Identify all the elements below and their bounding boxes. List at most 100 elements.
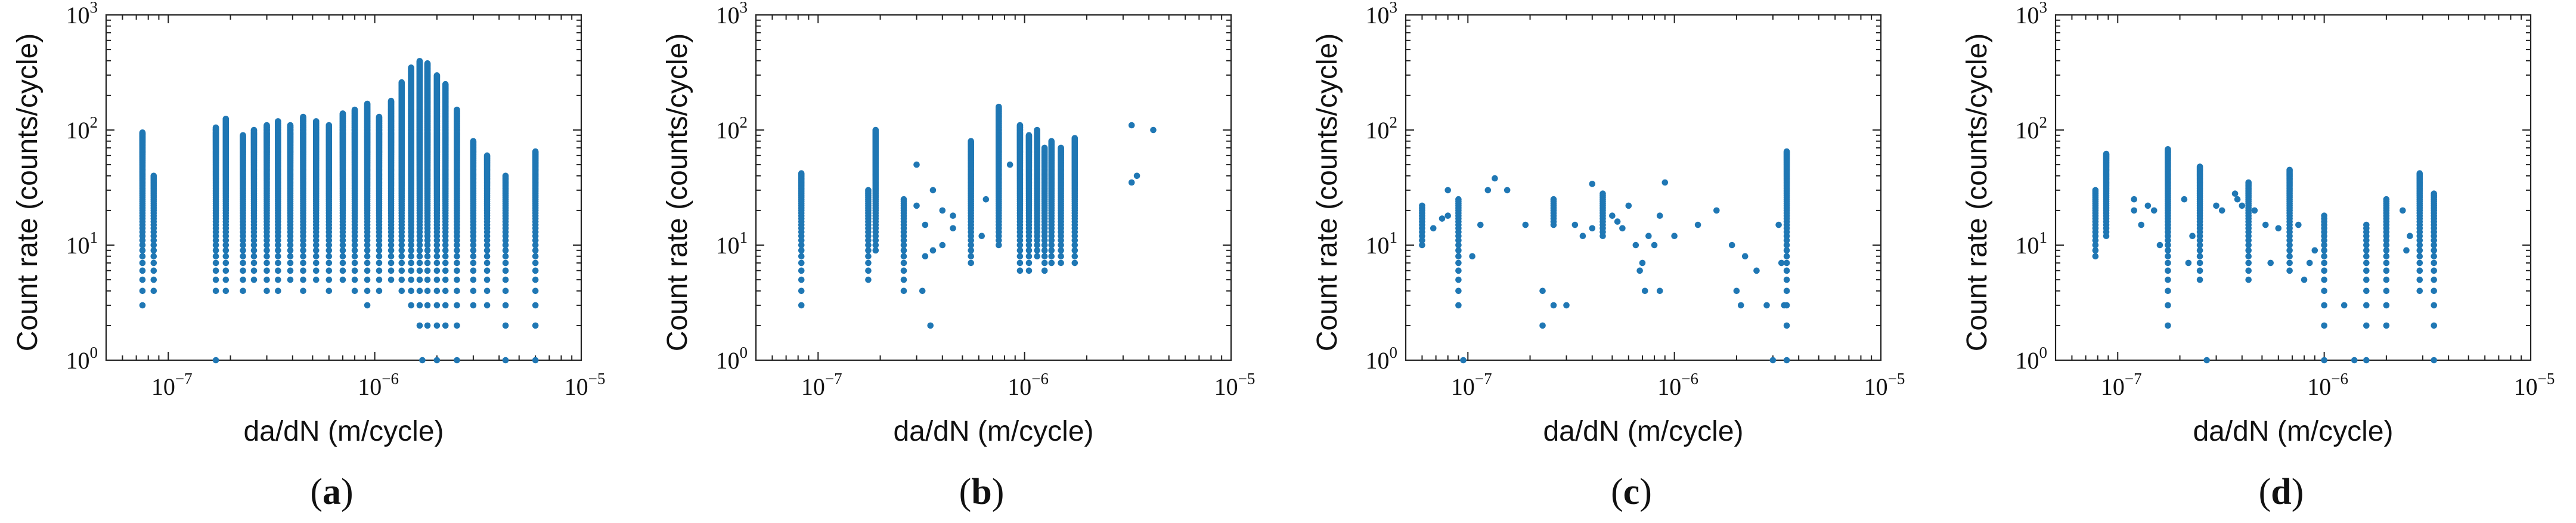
data-point	[212, 287, 219, 295]
data-point	[1694, 221, 1701, 228]
data-point	[376, 237, 383, 244]
data-point	[287, 242, 294, 249]
data-point	[1550, 196, 1557, 203]
data-point	[442, 302, 449, 309]
data-point	[150, 242, 157, 249]
data-point	[326, 267, 333, 274]
data-point	[339, 276, 346, 283]
data-point	[240, 242, 246, 249]
data-point	[1058, 253, 1064, 260]
data-point	[408, 253, 414, 260]
data-point	[433, 259, 441, 267]
data-point	[454, 302, 460, 309]
data-point	[532, 237, 539, 244]
data-point	[1444, 212, 1452, 219]
data-point	[264, 237, 270, 244]
data-point	[1625, 202, 1632, 209]
data-point	[865, 259, 872, 267]
data-point	[416, 302, 423, 309]
data-point	[454, 237, 460, 244]
data-point	[1041, 267, 1048, 274]
y-tick-label: 103	[716, 0, 748, 29]
data-point	[364, 100, 371, 107]
data-point	[1041, 242, 1048, 249]
data-point	[150, 247, 157, 254]
data-point	[408, 287, 414, 295]
data-point	[275, 259, 281, 267]
data-point	[351, 242, 358, 249]
scatter-series	[798, 103, 1157, 329]
data-point	[1058, 242, 1064, 249]
data-point	[150, 253, 157, 260]
data-point	[1783, 267, 1790, 274]
data-point	[240, 259, 246, 267]
data-point	[300, 259, 306, 267]
data-point	[865, 242, 872, 249]
y-tick-label: 103	[2016, 0, 2048, 29]
data-point	[483, 247, 491, 254]
data-point	[424, 247, 431, 254]
data-point	[913, 161, 920, 168]
data-point	[968, 247, 975, 254]
data-point	[1034, 253, 1040, 260]
data-point	[150, 276, 157, 283]
data-point	[1016, 259, 1024, 267]
data-point	[339, 259, 346, 267]
data-point	[339, 237, 346, 244]
data-point	[1571, 221, 1579, 228]
data-point	[1025, 253, 1033, 260]
data-point	[416, 237, 423, 244]
data-point	[1656, 287, 1663, 295]
data-point	[312, 253, 320, 260]
data-point	[222, 259, 230, 267]
data-point	[408, 242, 414, 249]
data-point	[408, 237, 414, 244]
y-tick-label: 100	[2016, 343, 2048, 374]
data-point	[250, 259, 258, 267]
data-point	[798, 276, 805, 283]
data-point	[1071, 259, 1078, 267]
data-point	[929, 187, 937, 194]
data-point	[398, 242, 405, 249]
data-point	[1133, 172, 1140, 180]
data-point	[264, 253, 270, 260]
y-tick-label: 100	[716, 343, 748, 374]
data-point	[398, 267, 405, 274]
data-point	[900, 196, 907, 203]
data-point	[865, 247, 872, 254]
data-point	[798, 259, 805, 267]
data-point	[454, 253, 460, 260]
data-point	[1034, 237, 1040, 244]
data-point	[1579, 233, 1586, 240]
data-point	[1016, 247, 1024, 254]
data-point	[351, 287, 358, 295]
data-point	[442, 259, 449, 267]
data-point	[1599, 190, 1606, 197]
data-point	[1455, 196, 1462, 203]
data-point	[1713, 207, 1720, 214]
data-point	[1469, 253, 1475, 260]
data-point	[1034, 126, 1040, 134]
data-point	[424, 237, 431, 244]
data-point	[351, 106, 358, 113]
data-point	[454, 322, 460, 329]
data-point	[1619, 225, 1626, 232]
data-point	[442, 247, 449, 254]
data-point	[275, 253, 281, 260]
data-point	[1783, 237, 1790, 244]
data-point	[1016, 267, 1024, 274]
x-tick-label: 10−6	[2307, 370, 2348, 400]
data-point	[1071, 253, 1078, 260]
data-point	[264, 247, 270, 254]
data-point	[433, 276, 441, 283]
data-point	[1522, 221, 1529, 228]
data-point	[398, 253, 405, 260]
data-point	[222, 242, 230, 249]
data-point	[398, 247, 405, 254]
data-point	[398, 287, 405, 295]
data-point	[1589, 225, 1596, 232]
data-point	[419, 357, 426, 364]
data-point	[900, 287, 907, 295]
data-point	[1048, 138, 1055, 145]
